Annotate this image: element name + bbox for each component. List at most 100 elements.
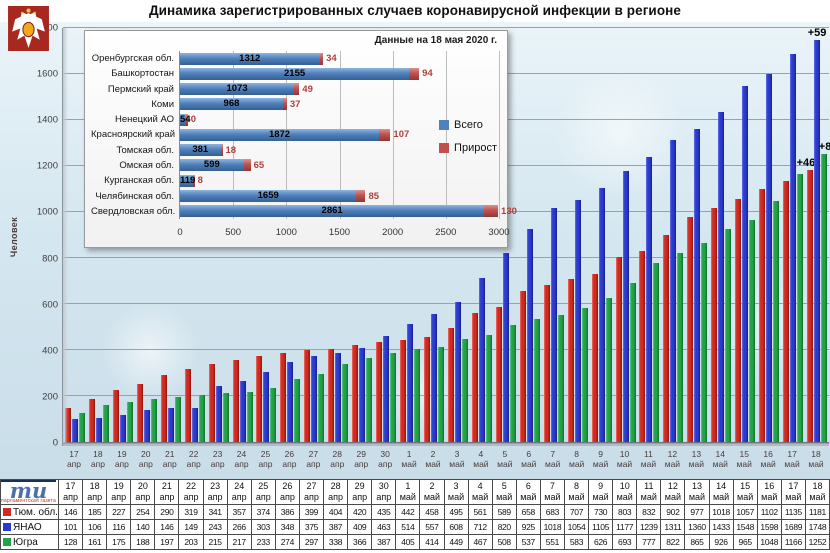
series-color-chip	[3, 537, 11, 546]
table-cell: 1748	[804, 519, 830, 535]
title-bar: Динамика зарегистрированных случаев коро…	[0, 0, 830, 22]
inset-axis-tick: 500	[225, 227, 242, 238]
inset-category-label: Курганская обл.	[104, 175, 174, 187]
table-header-cell: 4 май	[467, 479, 493, 505]
bar-Югра	[773, 200, 780, 442]
table-cell: 243	[202, 519, 228, 535]
table-header-day: 18	[812, 481, 823, 491]
bar-Югра	[366, 357, 373, 442]
table-header-cell: 3 май	[443, 479, 469, 505]
table-header-cell: 30 апр	[371, 479, 397, 505]
bar-ЯНАО	[143, 409, 150, 442]
x-tick-month: апр	[210, 459, 225, 469]
table-cell: 495	[443, 504, 469, 520]
x-tick-day: 27	[308, 449, 319, 459]
bar-Югра	[270, 388, 277, 442]
table-cell: 274	[274, 534, 300, 550]
legend-item: Прирост	[439, 142, 497, 154]
inset-row: 381 18	[180, 144, 499, 157]
inset-grid-line	[445, 51, 447, 219]
inset-legend: Всего Прирост	[439, 119, 497, 154]
table-cell: 409	[347, 519, 373, 535]
bar-Тюм. обл.	[232, 359, 239, 442]
plot-floor	[63, 443, 829, 446]
table-header-month: май	[472, 492, 489, 502]
x-tick-month: май	[473, 459, 489, 469]
x-tick-month: май	[640, 459, 657, 469]
bar-ЯНАО	[191, 407, 198, 442]
bar-Тюм. обл.	[256, 355, 263, 442]
table-header-month: май	[447, 492, 465, 502]
table-header-month: апр	[87, 492, 103, 502]
x-tick-day: 4	[478, 449, 484, 459]
data-table: 17 апр 18 апр 19 апр 20 апр 21 апр 22 апр 23 апр 24 апр…	[0, 479, 830, 550]
table-cell: 925	[515, 519, 541, 535]
table-cell: 977	[684, 504, 710, 520]
inset-increment-label: 49	[302, 83, 313, 95]
y-tick-label: 1400	[36, 114, 58, 126]
inset-increment-label: 0	[190, 114, 197, 126]
plot-area: +46 +59 +86	[62, 27, 830, 446]
x-tick-day: 22	[188, 449, 199, 459]
x-tick-label: 30 апр	[373, 449, 397, 469]
bar-Тюм. обл.	[495, 306, 502, 442]
x-tick-label: 22 апр	[182, 449, 206, 469]
x-tick-month: апр	[66, 459, 81, 469]
bar-group	[135, 28, 159, 442]
x-tick-day: 11	[644, 449, 653, 459]
x-tick-label: 3 май	[445, 449, 469, 469]
table-header-day: 12	[667, 481, 678, 491]
series-color-chip	[3, 507, 11, 516]
inset-bars-area: 1312 34 2155 94 1073 49 968 37 54 0 1872 107 381 18 59…	[179, 51, 517, 219]
table-row: Тюм. обл. 146 185 227 254 290 319 341 357 374 386 3…	[0, 504, 830, 520]
inset-row: 2155 94	[180, 67, 499, 80]
table-header-month: апр	[111, 492, 127, 502]
page-title: Динамика зарегистрированных случаев коро…	[148, 3, 682, 18]
inset-bar-increment	[409, 67, 420, 80]
table-cell: 319	[178, 504, 204, 520]
table-header-cell: 18 апр	[82, 479, 108, 505]
x-tick-label: 27 апр	[301, 449, 325, 469]
bar-Тюм. обл.	[280, 353, 287, 442]
y-tick-label: 800	[42, 253, 58, 265]
bar-Югра	[677, 252, 684, 442]
bar-group	[183, 28, 207, 442]
x-tick-month: май	[401, 459, 417, 469]
x-tick-day: 10	[619, 449, 630, 459]
x-tick-month: апр	[186, 459, 201, 469]
inset-increment-label: 18	[225, 144, 237, 156]
inset-category-label: Коми	[151, 98, 174, 110]
x-tick-month: апр	[162, 459, 177, 469]
table-cell: 387	[323, 519, 349, 535]
table-cell: 1018	[539, 519, 565, 535]
table-cell: 965	[732, 534, 758, 550]
x-tick-day: 28	[332, 449, 343, 459]
table-cell: 1105	[588, 519, 614, 535]
table-cell: 188	[130, 534, 156, 550]
inset-value-label: 1659	[257, 190, 279, 202]
table-cell: 551	[539, 534, 565, 550]
table-cell: 175	[106, 534, 132, 550]
table-cell: 865	[684, 534, 710, 550]
table-header-day: 2	[429, 481, 435, 491]
table-header-day: 14	[716, 481, 727, 491]
inset-bar-increment	[192, 174, 195, 187]
bar-Тюм. обл.	[447, 328, 454, 442]
inset-value-label: 2155	[284, 67, 306, 79]
x-tick-day: 19	[117, 449, 127, 459]
inset-bar-increment	[379, 128, 391, 141]
inset-bar-total: 1073	[180, 83, 295, 96]
table-cell: 374	[250, 504, 276, 520]
bar-Югра	[342, 364, 349, 442]
table-cell: 712	[467, 519, 493, 535]
bar-group	[87, 28, 111, 442]
table-cell: 777	[636, 534, 662, 550]
table-cell: 1252	[804, 534, 830, 550]
inset-bar-total: 968	[180, 98, 283, 111]
x-tick-day: 23	[212, 449, 223, 459]
x-tick-label: 14 май	[708, 449, 732, 469]
table-cell: 297	[298, 534, 325, 550]
x-tick-month: апр	[114, 459, 129, 469]
inset-bar-total: 1872	[180, 128, 380, 141]
bar-Тюм. обл.	[304, 350, 311, 442]
